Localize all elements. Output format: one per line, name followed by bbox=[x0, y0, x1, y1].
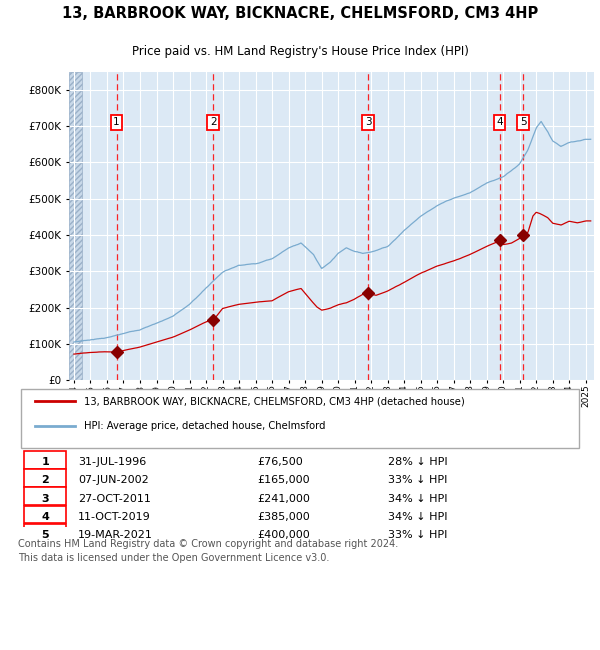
FancyBboxPatch shape bbox=[21, 389, 580, 448]
Text: 4: 4 bbox=[41, 512, 49, 522]
Text: Contains HM Land Registry data © Crown copyright and database right 2024.
This d: Contains HM Land Registry data © Crown c… bbox=[18, 538, 398, 562]
FancyBboxPatch shape bbox=[24, 469, 67, 487]
FancyBboxPatch shape bbox=[24, 524, 67, 541]
Text: 3: 3 bbox=[365, 118, 371, 127]
FancyBboxPatch shape bbox=[24, 451, 67, 469]
Text: 28% ↓ HPI: 28% ↓ HPI bbox=[389, 457, 448, 467]
Text: 33% ↓ HPI: 33% ↓ HPI bbox=[389, 530, 448, 540]
Text: 34% ↓ HPI: 34% ↓ HPI bbox=[389, 493, 448, 504]
Text: £385,000: £385,000 bbox=[257, 512, 310, 522]
Text: 11-OCT-2019: 11-OCT-2019 bbox=[78, 512, 151, 522]
Text: 4: 4 bbox=[496, 118, 503, 127]
FancyBboxPatch shape bbox=[24, 488, 67, 505]
Text: 5: 5 bbox=[520, 118, 526, 127]
Text: Price paid vs. HM Land Registry's House Price Index (HPI): Price paid vs. HM Land Registry's House … bbox=[131, 45, 469, 58]
Text: 31-JUL-1996: 31-JUL-1996 bbox=[78, 457, 146, 467]
Text: 2: 2 bbox=[41, 475, 49, 486]
Text: 1: 1 bbox=[113, 118, 120, 127]
Text: £400,000: £400,000 bbox=[257, 530, 310, 540]
Text: HPI: Average price, detached house, Chelmsford: HPI: Average price, detached house, Chel… bbox=[83, 421, 325, 431]
Text: 13, BARBROOK WAY, BICKNACRE, CHELMSFORD, CM3 4HP (detached house): 13, BARBROOK WAY, BICKNACRE, CHELMSFORD,… bbox=[83, 396, 464, 406]
Text: 19-MAR-2021: 19-MAR-2021 bbox=[78, 530, 153, 540]
Text: 33% ↓ HPI: 33% ↓ HPI bbox=[389, 475, 448, 486]
Text: 34% ↓ HPI: 34% ↓ HPI bbox=[389, 512, 448, 522]
Text: £241,000: £241,000 bbox=[257, 493, 310, 504]
Text: 5: 5 bbox=[41, 530, 49, 540]
Text: £76,500: £76,500 bbox=[257, 457, 303, 467]
Text: 1: 1 bbox=[41, 457, 49, 467]
FancyBboxPatch shape bbox=[24, 506, 67, 523]
Text: 3: 3 bbox=[41, 493, 49, 504]
Text: £165,000: £165,000 bbox=[257, 475, 310, 486]
Text: 13, BARBROOK WAY, BICKNACRE, CHELMSFORD, CM3 4HP: 13, BARBROOK WAY, BICKNACRE, CHELMSFORD,… bbox=[62, 6, 538, 21]
Text: 2: 2 bbox=[210, 118, 217, 127]
Text: 07-JUN-2002: 07-JUN-2002 bbox=[78, 475, 149, 486]
Text: 27-OCT-2011: 27-OCT-2011 bbox=[78, 493, 151, 504]
Bar bbox=[69, 72, 82, 380]
